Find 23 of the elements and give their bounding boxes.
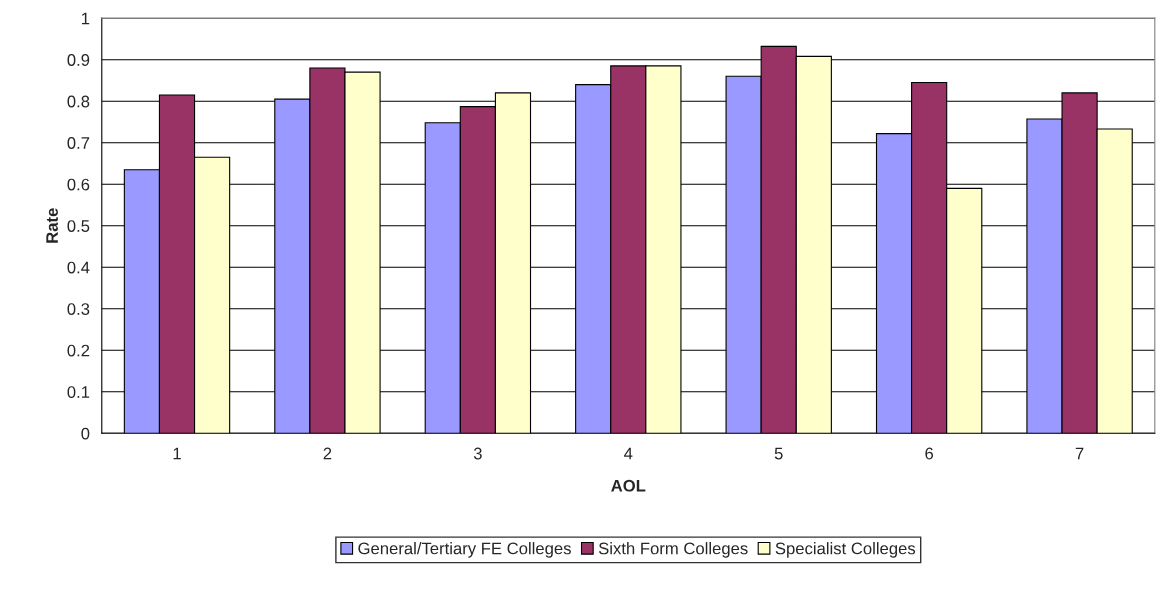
y-axis-title: Rate	[46, 208, 58, 243]
y-tick-label: 0.3	[67, 303, 90, 315]
y-tick-label: 1	[81, 12, 90, 25]
x-axis-title: AOL	[611, 479, 646, 492]
x-tick-label: 2	[323, 447, 332, 460]
x-tick-label: 4	[624, 447, 633, 460]
legend-label: Sixth Form Colleges	[598, 542, 748, 558]
y-tick-label: 0.1	[67, 386, 90, 398]
x-tick-label: 1	[173, 447, 181, 460]
y-tick-label: 0	[81, 427, 90, 440]
x-tick-label: 7	[1075, 447, 1084, 460]
y-tick-label: 0.4	[67, 261, 90, 274]
y-tick-label: 0.5	[67, 220, 90, 232]
x-tick-label: 3	[473, 447, 482, 460]
y-tick-label: 0.8	[67, 95, 90, 108]
x-tick-label: 5	[774, 447, 783, 460]
y-tick-label: 0.7	[67, 137, 90, 149]
y-tick-label: 0.2	[67, 344, 90, 357]
x-tick-label: 6	[925, 447, 934, 460]
legend-label: General/Tertiary FE Colleges	[358, 542, 571, 558]
y-tick-label: 0.6	[67, 178, 90, 191]
legend-label: Specialist Colleges	[775, 542, 916, 558]
y-tick-label: 0.9	[67, 54, 90, 66]
